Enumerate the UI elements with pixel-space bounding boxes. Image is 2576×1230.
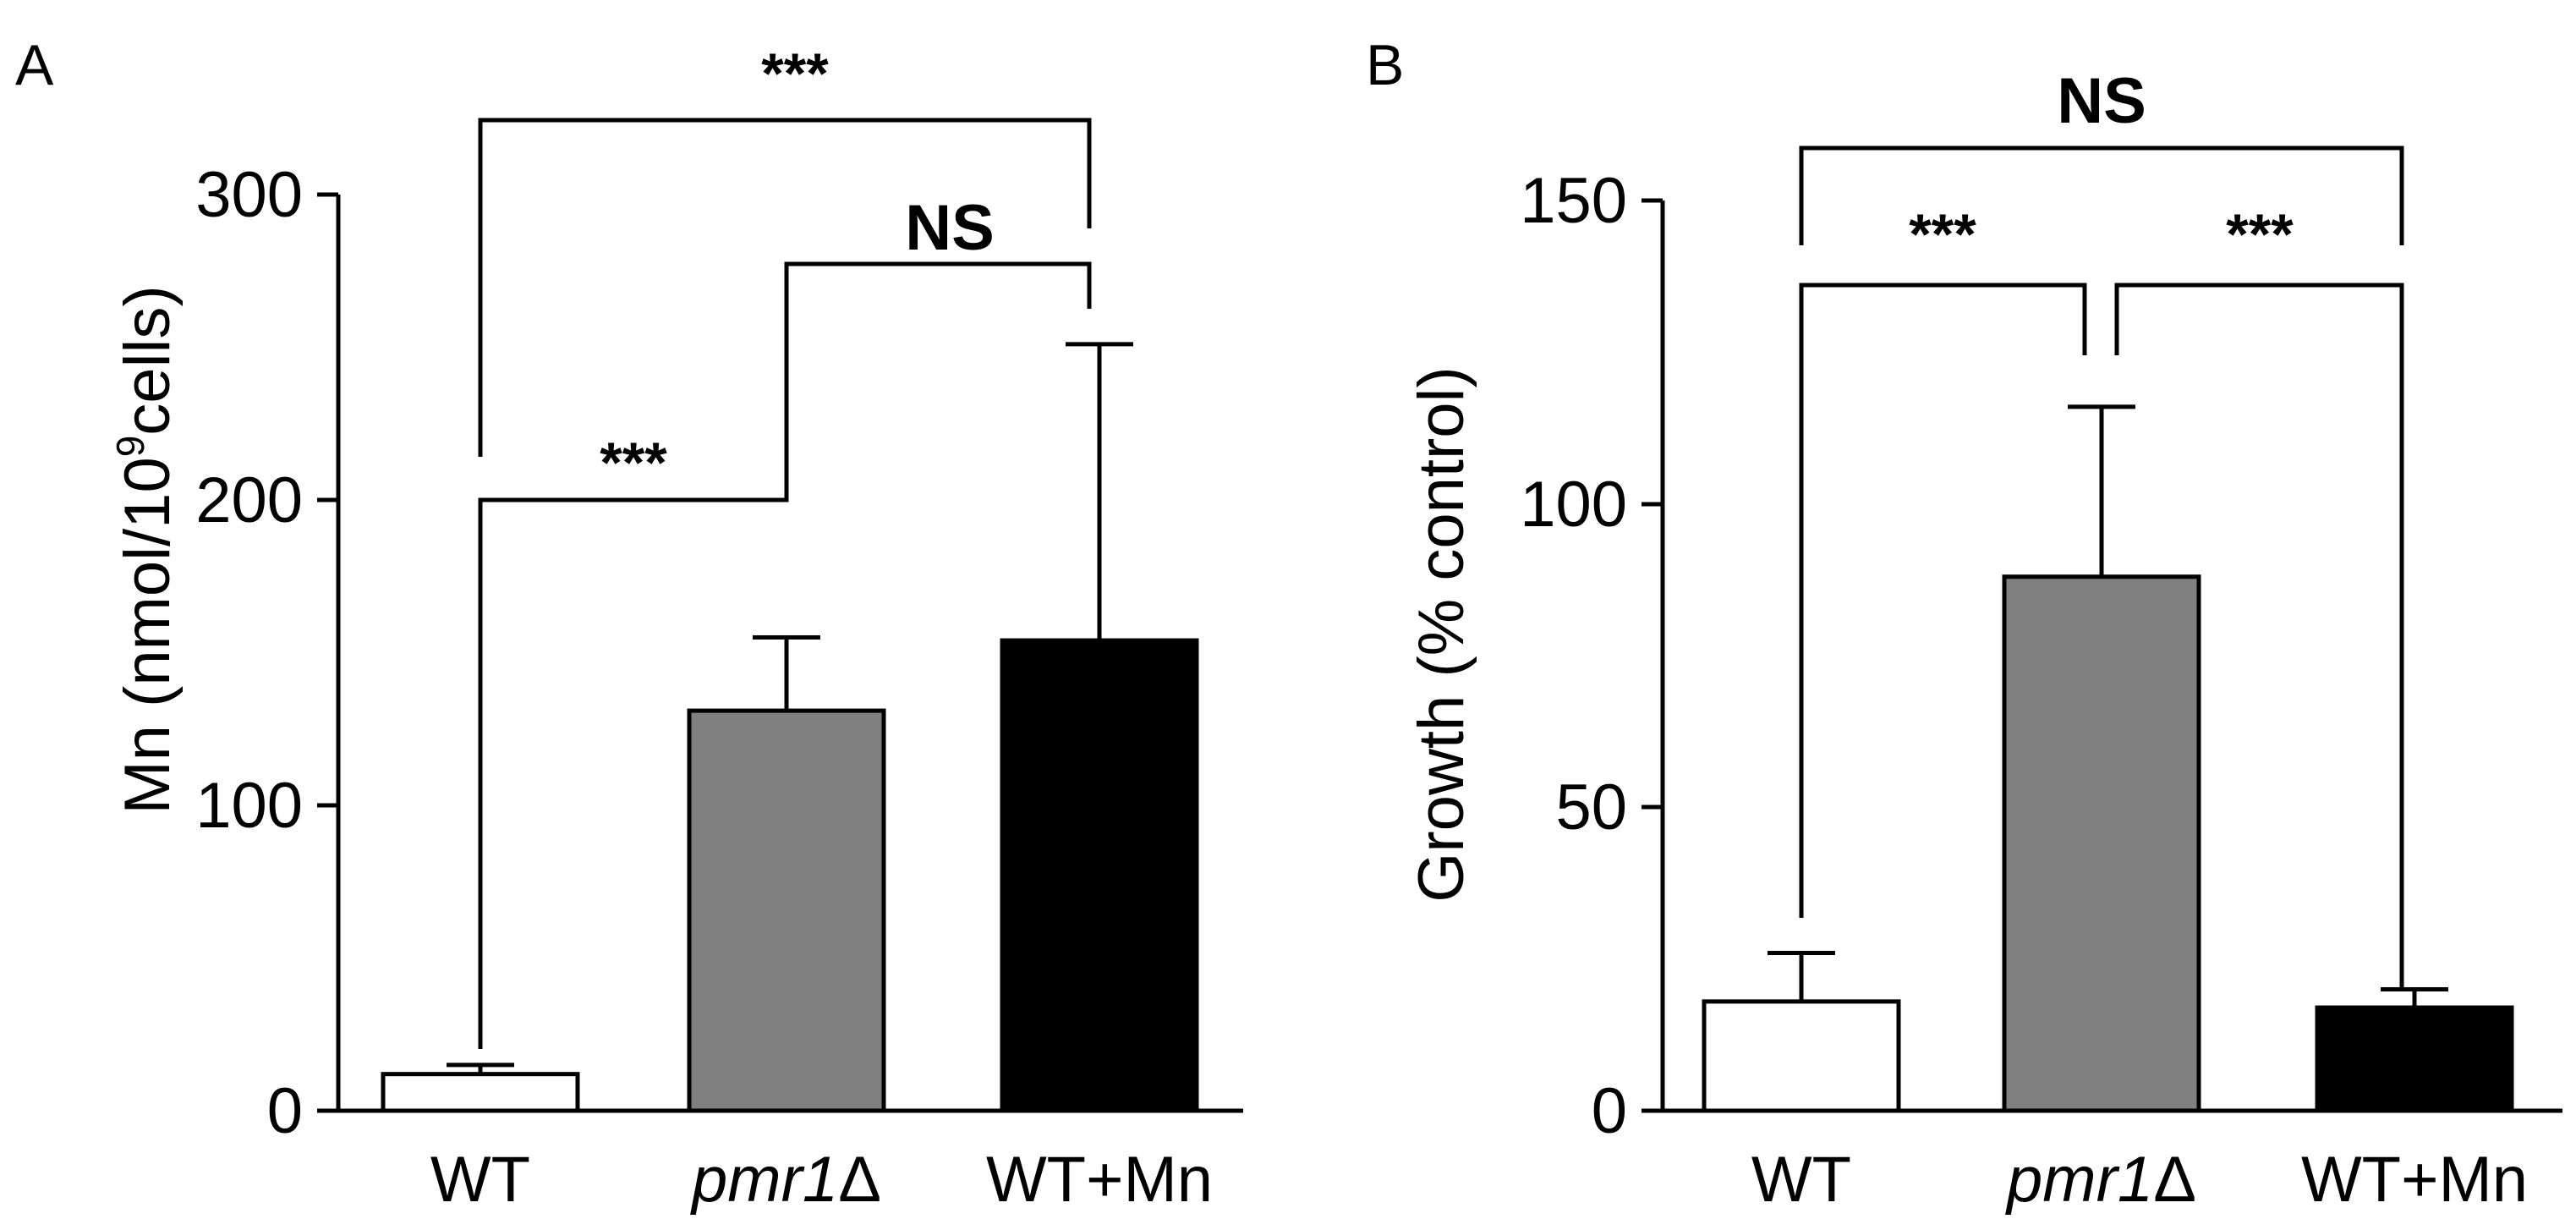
panel-a-bracket-pmr1-wtmn xyxy=(784,261,1092,457)
panel-b-bracket-wt-wtmn xyxy=(1799,146,2404,245)
panel-a-sig-pmr1-wtmn: NS xyxy=(905,192,995,264)
panel-b-ytick-label-3: 150 xyxy=(1520,165,1627,237)
panel-b-ylabel-main: Growth (% control) xyxy=(1406,366,1477,903)
panel-b-xtick-label-1: pmr1Δ xyxy=(2005,1144,2196,1216)
panel-a-bracket-wt-wtmn xyxy=(478,118,1092,457)
panel-b-ytick-label-0: 0 xyxy=(1592,1075,1627,1147)
panel-b-xtick-label-2: WT+Mn xyxy=(2301,1144,2528,1216)
panel-b-bar-wt xyxy=(1702,999,1901,1113)
panel-b-sig-wt-pmr1: *** xyxy=(1909,202,1976,266)
panel-a-xtick-label-1: pmr1Δ xyxy=(690,1144,881,1216)
panel-b-label: B xyxy=(1366,33,1404,97)
panel-b-sig-wt-wtmn: NS xyxy=(2057,65,2146,137)
panel-a-label: A xyxy=(15,33,54,97)
panel-b-bracket-wt-pmr1 xyxy=(1799,283,2087,918)
panel-a-y-axis-label: Mn (nmol/109cells) xyxy=(108,285,184,814)
panel-a-ylabel-tail: cells) xyxy=(112,285,184,435)
panel-a-xtick-label-0: WT xyxy=(430,1144,530,1216)
panel-a-bar-wtmn xyxy=(1000,638,1199,1113)
panel-a-sig-wt-wtmn: *** xyxy=(761,41,829,106)
panel-a-ylabel-main: Mn (nmol/10 xyxy=(112,457,184,814)
panel-a-bar-wt xyxy=(381,1072,580,1113)
panel-b: B Growth (% control) 0 50 100 150 *** **… xyxy=(1366,33,2562,1216)
panel-a-ytick-label-1: 100 xyxy=(195,770,303,842)
panel-a-ytick-label-3: 300 xyxy=(195,159,303,231)
panel-a-bar-pmr1 xyxy=(687,708,886,1113)
panel-b-bracket-pmr1-wtmn xyxy=(2114,283,2404,990)
panel-a: A Mn (nmol/109cells) 0 100 200 300 *** N… xyxy=(15,33,1243,1216)
panel-a-ylabel-sup: 9 xyxy=(108,436,152,458)
panel-a-bracket-wt-pmr1 xyxy=(478,457,789,1049)
panel-a-ytick-label-0: 0 xyxy=(267,1075,303,1147)
panel-a-ytick-label-2: 200 xyxy=(195,464,303,536)
panel-b-bar-pmr1 xyxy=(2002,574,2201,1113)
panel-b-bar-wtmn xyxy=(2315,1005,2514,1113)
panel-a-xtick-label-2: WT+Mn xyxy=(986,1144,1213,1216)
panel-b-y-axis-label: Growth (% control) xyxy=(1406,366,1477,903)
panel-b-sig-pmr1-wtmn: *** xyxy=(2226,202,2294,266)
panel-b-ytick-label-1: 50 xyxy=(1555,771,1627,843)
panel-a-sig-wt-pmr1: *** xyxy=(600,431,667,495)
panel-b-xtick-label-0: WT xyxy=(1751,1144,1851,1216)
panel-b-ytick-label-2: 100 xyxy=(1520,469,1627,541)
